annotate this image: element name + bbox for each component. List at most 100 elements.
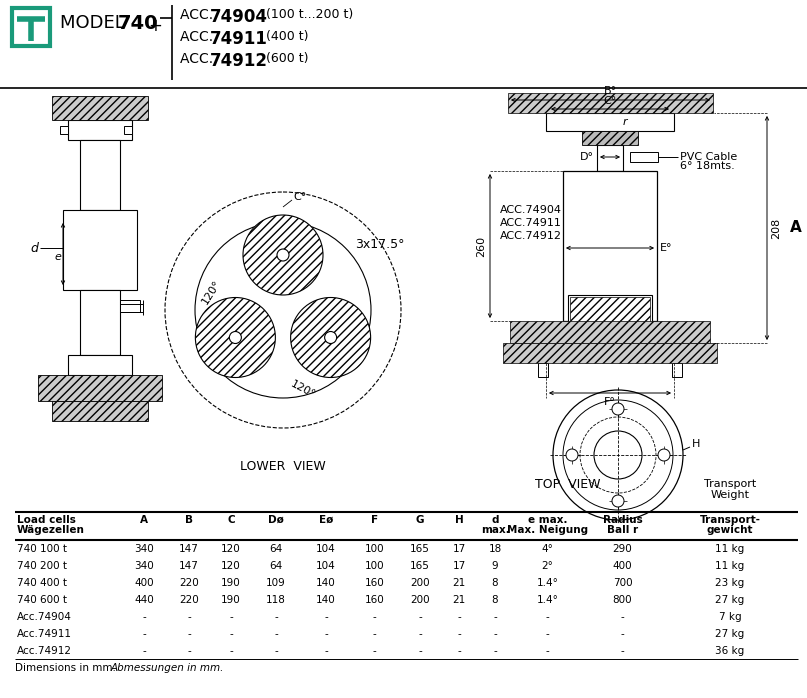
Text: 400: 400 bbox=[134, 578, 154, 588]
Polygon shape bbox=[538, 363, 548, 377]
Text: 27 kg: 27 kg bbox=[715, 629, 745, 639]
Polygon shape bbox=[63, 210, 137, 290]
Polygon shape bbox=[672, 363, 682, 377]
Text: ACC.74904: ACC.74904 bbox=[500, 205, 562, 215]
Text: -: - bbox=[373, 646, 376, 656]
Text: ACC.: ACC. bbox=[180, 30, 218, 44]
Text: -: - bbox=[418, 629, 422, 639]
Text: (600 t): (600 t) bbox=[262, 52, 308, 65]
Text: 6° 18mts.: 6° 18mts. bbox=[680, 161, 734, 171]
Text: -: - bbox=[493, 629, 497, 639]
Text: Acc.74904: Acc.74904 bbox=[17, 612, 72, 622]
Polygon shape bbox=[510, 321, 710, 343]
Text: -: - bbox=[142, 629, 146, 639]
Text: D°: D° bbox=[580, 152, 594, 162]
Text: 36 kg: 36 kg bbox=[715, 646, 745, 656]
Text: 740 200 t: 740 200 t bbox=[17, 561, 67, 571]
Polygon shape bbox=[503, 343, 717, 363]
Circle shape bbox=[612, 403, 624, 415]
Text: 17: 17 bbox=[453, 561, 466, 571]
Text: 109: 109 bbox=[266, 578, 286, 588]
Text: 27 kg: 27 kg bbox=[715, 595, 745, 605]
Polygon shape bbox=[630, 152, 658, 162]
Text: 120: 120 bbox=[221, 544, 240, 554]
Text: 120°: 120° bbox=[199, 278, 222, 306]
Text: 340: 340 bbox=[134, 561, 154, 571]
Text: 1.4°: 1.4° bbox=[537, 595, 558, 605]
Text: 74912: 74912 bbox=[210, 52, 268, 70]
Text: 11 kg: 11 kg bbox=[715, 544, 745, 554]
Text: 64: 64 bbox=[270, 561, 282, 571]
Text: 700: 700 bbox=[613, 578, 633, 588]
Text: 160: 160 bbox=[365, 595, 384, 605]
Text: 2°: 2° bbox=[541, 561, 554, 571]
Text: C°: C° bbox=[293, 192, 306, 202]
Text: -: - bbox=[229, 629, 233, 639]
Text: 100: 100 bbox=[365, 544, 384, 554]
Text: 17: 17 bbox=[453, 544, 466, 554]
Text: -: - bbox=[457, 646, 461, 656]
Text: -: - bbox=[187, 646, 191, 656]
Text: 9: 9 bbox=[491, 561, 498, 571]
Text: 4°: 4° bbox=[541, 544, 554, 554]
Text: r: r bbox=[623, 117, 628, 127]
Text: 290: 290 bbox=[613, 544, 633, 554]
Text: -: - bbox=[324, 612, 328, 622]
Text: 147: 147 bbox=[179, 561, 199, 571]
Text: A: A bbox=[790, 221, 801, 235]
Text: e: e bbox=[54, 252, 61, 262]
Text: -: - bbox=[418, 646, 422, 656]
Circle shape bbox=[243, 215, 323, 295]
Text: -: - bbox=[274, 612, 278, 622]
Text: 200: 200 bbox=[410, 595, 430, 605]
Text: 8: 8 bbox=[491, 595, 498, 605]
Text: LOWER  VIEW: LOWER VIEW bbox=[240, 460, 326, 473]
Text: Transport: Transport bbox=[704, 479, 756, 489]
Text: max.: max. bbox=[481, 525, 509, 535]
Text: 200: 200 bbox=[410, 578, 430, 588]
Text: -: - bbox=[187, 612, 191, 622]
Text: 21: 21 bbox=[453, 595, 466, 605]
Text: 400: 400 bbox=[613, 561, 633, 571]
Text: 140: 140 bbox=[316, 578, 336, 588]
Text: 190: 190 bbox=[221, 595, 240, 605]
Circle shape bbox=[291, 297, 370, 378]
Text: C: C bbox=[228, 515, 235, 525]
Text: Radius: Radius bbox=[603, 515, 642, 525]
Polygon shape bbox=[570, 297, 650, 323]
Text: -: - bbox=[373, 612, 376, 622]
Text: ACC.: ACC. bbox=[180, 52, 218, 66]
Polygon shape bbox=[52, 401, 148, 421]
Text: -: - bbox=[142, 646, 146, 656]
Text: -: - bbox=[457, 629, 461, 639]
Text: 118: 118 bbox=[266, 595, 286, 605]
Text: Acc.74911: Acc.74911 bbox=[17, 629, 72, 639]
Polygon shape bbox=[60, 126, 68, 134]
Text: d: d bbox=[30, 242, 38, 255]
Text: 440: 440 bbox=[134, 595, 154, 605]
Text: -: - bbox=[546, 646, 550, 656]
Text: d: d bbox=[491, 515, 499, 525]
Polygon shape bbox=[68, 120, 132, 140]
Text: -: - bbox=[493, 646, 497, 656]
Text: -: - bbox=[142, 612, 146, 622]
Polygon shape bbox=[546, 113, 674, 131]
Text: -: - bbox=[546, 629, 550, 639]
Text: -: - bbox=[418, 612, 422, 622]
Text: 100: 100 bbox=[365, 561, 384, 571]
Circle shape bbox=[566, 449, 578, 461]
Text: 140: 140 bbox=[316, 595, 336, 605]
Text: H: H bbox=[692, 439, 700, 449]
Text: Dimensions in mm.: Dimensions in mm. bbox=[15, 663, 119, 673]
Polygon shape bbox=[508, 93, 713, 113]
Text: 74904: 74904 bbox=[210, 8, 268, 26]
Text: 64: 64 bbox=[270, 544, 282, 554]
Text: 740 400 t: 740 400 t bbox=[17, 578, 67, 588]
Text: Load cells: Load cells bbox=[17, 515, 76, 525]
Text: 740: 740 bbox=[118, 14, 158, 33]
Text: B°: B° bbox=[604, 86, 617, 96]
Text: Transport-: Transport- bbox=[700, 515, 760, 525]
Circle shape bbox=[195, 297, 275, 378]
Text: +: + bbox=[148, 17, 162, 35]
Text: (400 t): (400 t) bbox=[262, 30, 308, 43]
